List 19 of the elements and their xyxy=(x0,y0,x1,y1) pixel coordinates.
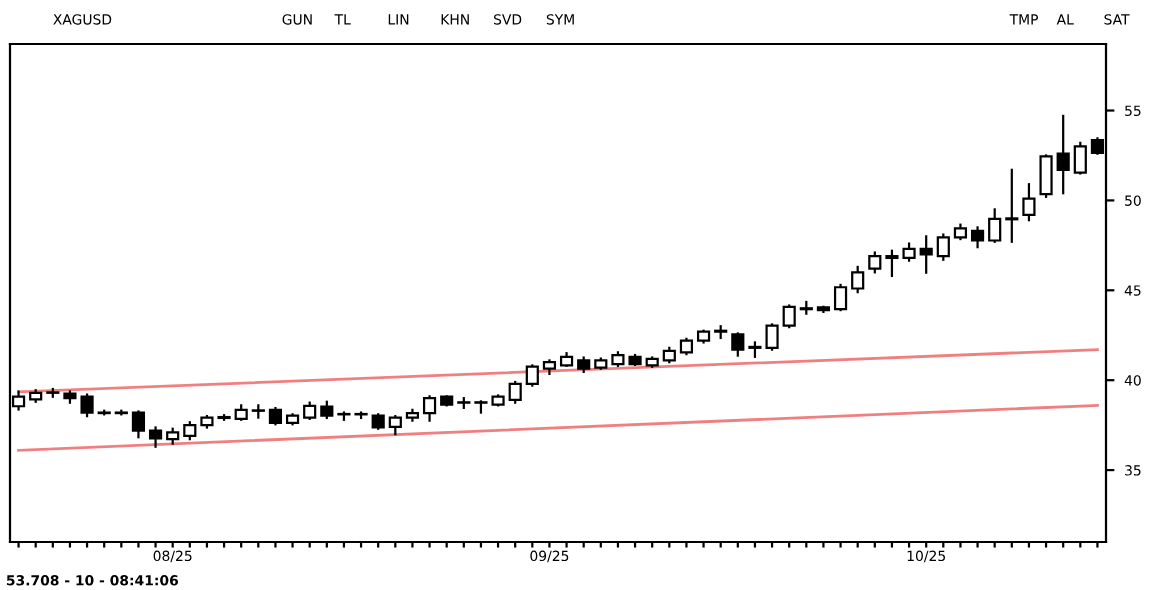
candlestick xyxy=(868,251,882,274)
candlestick xyxy=(148,426,163,448)
candlestick xyxy=(1022,183,1036,222)
candlestick xyxy=(1073,141,1087,175)
candlestick xyxy=(970,226,985,249)
candlestick xyxy=(936,233,950,261)
candlestick xyxy=(525,364,539,387)
candlestick xyxy=(919,235,933,274)
candlestick xyxy=(508,380,522,404)
candlestick xyxy=(833,283,848,312)
candlestick xyxy=(782,304,796,329)
candlestick xyxy=(1005,168,1019,243)
candlestick xyxy=(422,395,437,422)
candlestick xyxy=(131,410,146,439)
candlestick xyxy=(1056,114,1070,195)
candlestick xyxy=(731,332,745,357)
candlestick xyxy=(988,208,1002,243)
candlestick xyxy=(851,265,865,294)
candlestick xyxy=(1039,154,1053,198)
